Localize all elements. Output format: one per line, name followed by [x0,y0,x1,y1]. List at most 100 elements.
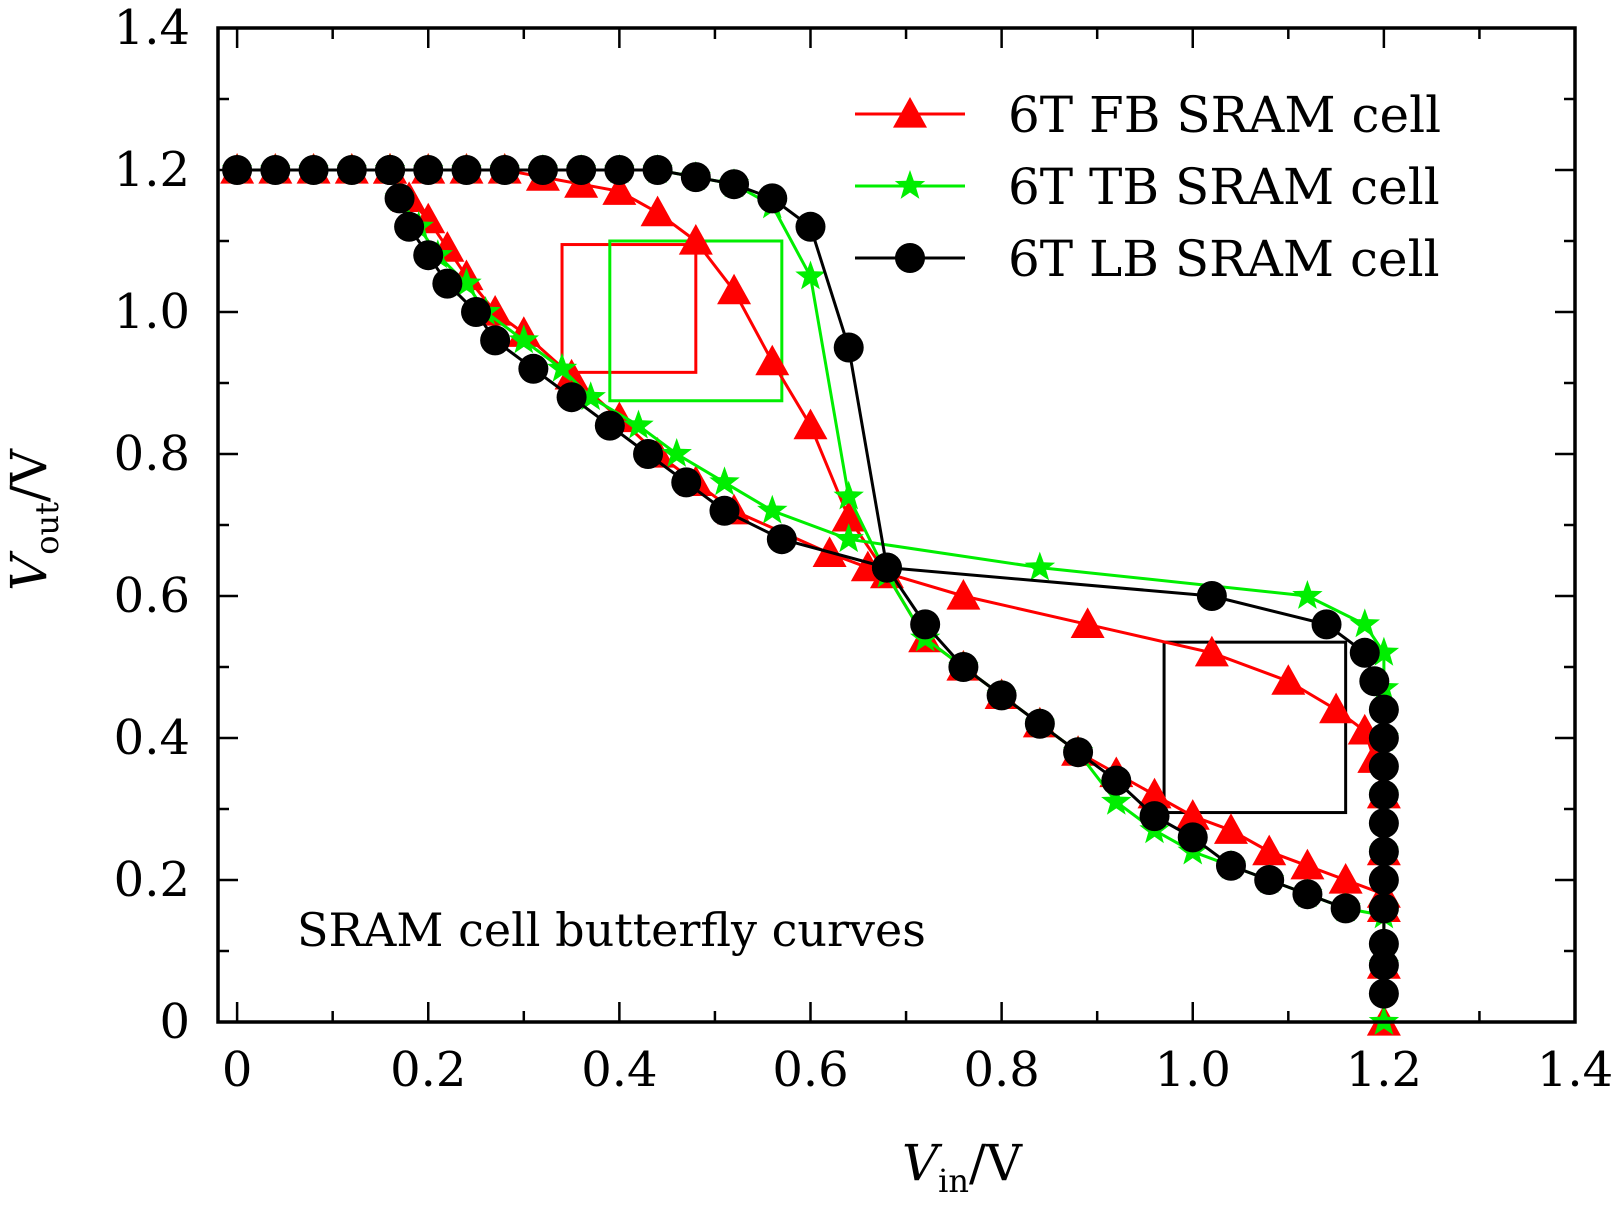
circle-marker [1368,836,1399,867]
x-axis-title: Vin/V [902,1134,1023,1200]
circle-marker [413,155,444,185]
star-marker [1292,580,1323,609]
circle-marker [594,410,625,441]
triangle-marker [793,408,828,440]
circle-marker [1101,765,1132,796]
star-marker [1024,551,1056,581]
x-tick-label: 1.2 [1346,1042,1422,1098]
legend: 6T FB SRAM cell 6T TB SRAM cell 6T LB SR… [855,86,1441,288]
star-marker [795,260,826,290]
circle-marker [566,155,597,185]
star-marker [894,170,926,199]
circle-marker [1368,779,1399,810]
triangle-marker [678,224,713,255]
circle-marker [1311,609,1342,640]
circle-marker [1196,581,1227,611]
circle-marker [1368,808,1399,839]
triangle-marker [1319,692,1354,724]
circle-marker [1215,850,1246,881]
y-tick-label: 1.2 [114,142,190,198]
y-tick-label: 0 [159,994,190,1050]
circle-marker [910,609,941,640]
circle-marker [1368,978,1399,1009]
triangle-marker [1070,607,1105,638]
circle-marker [1368,893,1399,924]
legend-item-tb: 6T TB SRAM cell [855,158,1440,216]
circle-marker [518,353,549,384]
circle-marker [1254,865,1285,895]
y-tick-label: 0.6 [114,568,190,624]
triangle-marker [1252,834,1287,866]
y-tick-label: 0.8 [114,426,190,482]
y-tick-label: 0.2 [114,852,190,908]
plot-frame [216,26,1577,1024]
circle-marker [871,552,902,583]
circle-marker [1330,893,1361,924]
circle-marker [1063,737,1094,768]
circle-marker [833,332,864,363]
circle-marker [489,155,520,185]
axis-ticks [218,26,1577,1024]
circle-marker [298,155,329,185]
circle-marker [604,155,635,185]
circle-marker [1359,666,1390,697]
circle-marker [527,155,558,185]
star-marker [757,494,788,524]
circle-marker [461,297,492,327]
circle-marker [1368,928,1399,959]
circle-marker [260,155,291,185]
triangle-marker [554,358,589,390]
star-marker [623,409,654,439]
noise-margin-box [560,243,698,374]
x-tick-label: 1.4 [1537,1042,1613,1098]
triangle-marker [602,174,637,205]
circle-marker [451,155,482,185]
noise-margin-box [1162,640,1348,815]
circle-marker [757,183,788,214]
series-layer [220,153,1401,1036]
circle-marker [766,524,797,555]
circle-marker [1024,708,1055,739]
star-marker [661,438,692,467]
star-marker [833,523,864,553]
circle-marker [795,211,826,242]
x-tick-label: 1.0 [1155,1042,1231,1098]
x-axis-unit: /V [969,1134,1023,1192]
star-marker [709,466,740,496]
legend-marker-circle [895,243,925,273]
series-circle [222,155,1399,1009]
star-marker [1368,636,1400,666]
circle-marker [671,467,702,498]
star-marker [546,352,578,382]
circle-marker [1139,801,1170,832]
legend-marker-star [894,170,926,199]
circle-marker [709,495,740,526]
star-marker [575,381,606,411]
x-tick-label: 0.8 [963,1042,1039,1098]
star-marker [451,267,482,297]
circle-marker [1292,879,1323,910]
y-tick-label: 0.4 [114,710,190,766]
y-tick-labels: 0 0.2 0.4 0.6 0.8 1.0 1.2 1.4 [114,0,190,1050]
triangle-marker [755,344,790,376]
circle-marker [986,680,1017,711]
circle-marker [1349,637,1380,668]
circle-marker [680,162,711,193]
star-marker [833,480,864,510]
circle-marker [336,155,367,185]
triangle-marker [1271,664,1306,695]
star-marker [1101,785,1132,815]
legend-label-fb: 6T FB SRAM cell [1008,86,1441,144]
triangle-marker [946,579,981,610]
y-tick-label: 1.0 [114,284,190,340]
triangle-marker [1328,863,1363,894]
circle-marker [394,211,425,242]
triangle-marker [717,273,752,305]
circle-marker [948,652,979,682]
circle-marker [375,155,406,185]
triangle-marker [1175,799,1210,830]
x-tick-label: 0.2 [390,1042,466,1098]
legend-marker-triangle [893,97,927,128]
